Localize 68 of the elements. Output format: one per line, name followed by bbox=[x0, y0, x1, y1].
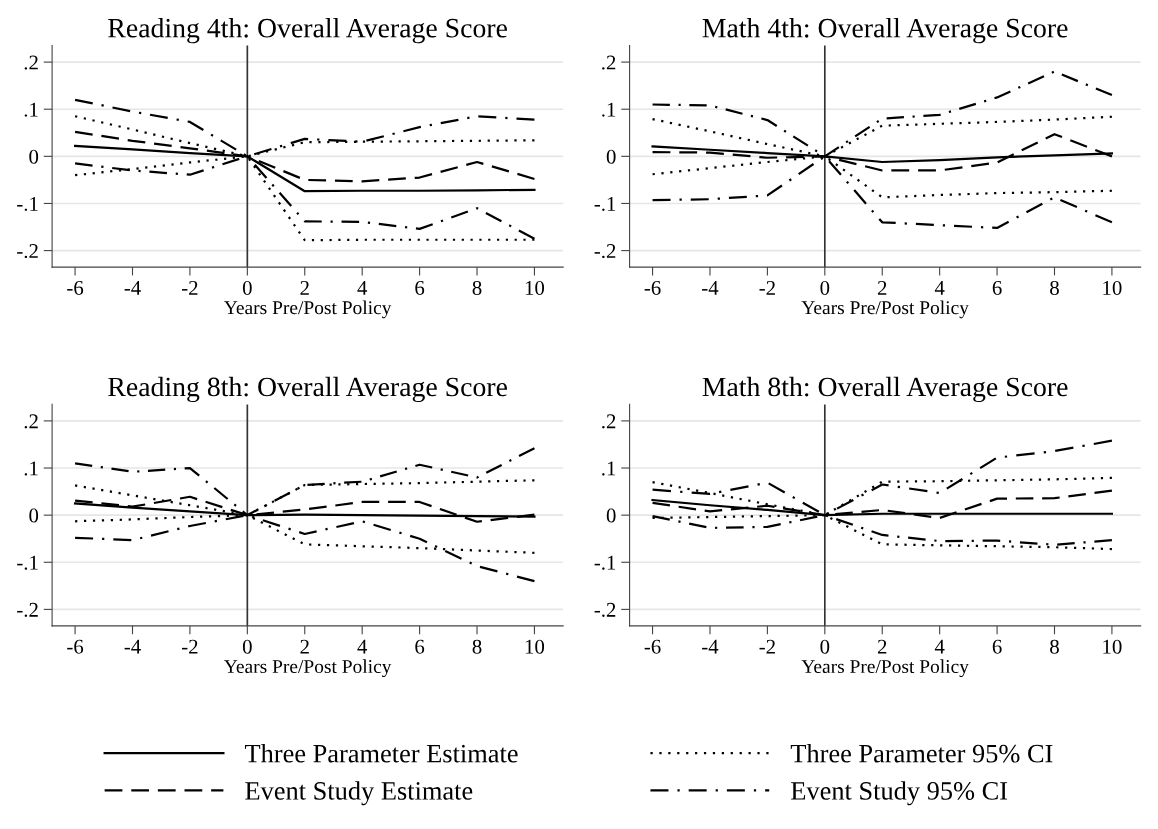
x-tick-label: -4 bbox=[124, 281, 141, 295]
x-tick-label: 6 bbox=[992, 280, 1002, 295]
y-tick-label: -.1 bbox=[17, 555, 38, 570]
x-tick-label: 10 bbox=[1103, 639, 1122, 654]
x-tick-label: 8 bbox=[472, 280, 482, 295]
chart-title: Reading 4th: Overall Average Score bbox=[108, 17, 507, 44]
x-tick-label: -4 bbox=[702, 281, 719, 295]
x-axis-title: Years Pre/Post Policy bbox=[801, 659, 969, 678]
x-tick-label: 8 bbox=[1050, 280, 1059, 295]
x-tick-label: 2 bbox=[877, 280, 887, 295]
y-tick-label: .2 bbox=[602, 55, 616, 70]
y-tick-label: -.1 bbox=[594, 196, 616, 211]
y-tick-label: .1 bbox=[24, 102, 38, 117]
x-tick-label: 4 bbox=[357, 639, 368, 654]
x-tick-label: 6 bbox=[415, 280, 425, 295]
chart-title: Math 4th: Overall Average Score bbox=[702, 17, 1068, 44]
x-tick-label: -6 bbox=[644, 639, 661, 654]
y-tick-label: -.1 bbox=[17, 196, 38, 211]
x-tick-label: -6 bbox=[644, 280, 661, 295]
y-tick-label: -.2 bbox=[17, 244, 38, 259]
y-tick-label: -.2 bbox=[594, 602, 616, 617]
legend-label: Three Parameter 95% CI bbox=[790, 743, 1053, 763]
x-tick-label: 8 bbox=[1050, 639, 1059, 654]
chart-title: Reading 8th: Overall Average Score bbox=[108, 376, 507, 403]
y-tick-label: .1 bbox=[602, 461, 616, 476]
x-tick-label: 10 bbox=[525, 280, 545, 295]
legend-label: Three Parameter Estimate bbox=[244, 743, 518, 763]
x-axis-title: Years Pre/Post Policy bbox=[224, 659, 392, 678]
x-tick-label: -6 bbox=[67, 280, 84, 295]
x-tick-label: 8 bbox=[472, 639, 482, 654]
y-tick-label: 0 bbox=[29, 149, 39, 164]
y-tick-label: .2 bbox=[602, 414, 616, 429]
x-tick-label: 4 bbox=[934, 281, 945, 295]
x-tick-label: 4 bbox=[934, 639, 945, 654]
x-tick-label: 0 bbox=[242, 639, 252, 654]
x-tick-label: 0 bbox=[242, 280, 252, 295]
y-tick-label: 0 bbox=[606, 149, 616, 164]
x-tick-label: 2 bbox=[300, 280, 309, 295]
y-tick-label: -.2 bbox=[594, 244, 616, 259]
y-tick-label: .1 bbox=[24, 461, 38, 476]
x-tick-label: -2 bbox=[182, 280, 198, 295]
y-tick-label: -.1 bbox=[594, 555, 616, 570]
x-tick-label: 10 bbox=[525, 639, 545, 654]
y-tick-label: 0 bbox=[606, 508, 616, 523]
legend-label: Event Study Estimate bbox=[245, 781, 473, 806]
x-tick-label: -6 bbox=[67, 639, 84, 654]
y-tick-label: -.2 bbox=[17, 602, 38, 617]
x-tick-label: -2 bbox=[759, 639, 775, 654]
x-axis-title: Years Pre/Post Policy bbox=[224, 300, 392, 319]
x-tick-label: 10 bbox=[1103, 280, 1122, 295]
x-axis-title: Years Pre/Post Policy bbox=[801, 300, 969, 319]
y-tick-label: .2 bbox=[24, 414, 38, 429]
x-tick-label: 0 bbox=[820, 280, 830, 295]
y-tick-label: .2 bbox=[24, 55, 38, 70]
x-tick-label: -2 bbox=[759, 280, 775, 295]
y-tick-label: .1 bbox=[602, 102, 616, 117]
x-tick-label: 6 bbox=[415, 639, 425, 654]
x-tick-label: 6 bbox=[992, 639, 1002, 654]
x-tick-label: -4 bbox=[124, 639, 141, 654]
legend-label: Event Study 95% CI bbox=[791, 781, 1008, 806]
x-tick-label: 2 bbox=[877, 639, 887, 654]
x-tick-label: -2 bbox=[182, 639, 198, 654]
x-tick-label: 2 bbox=[300, 639, 309, 654]
x-tick-label: 4 bbox=[357, 281, 368, 295]
chart-title: Math 8th: Overall Average Score bbox=[702, 376, 1068, 403]
x-tick-label: 0 bbox=[820, 639, 830, 654]
y-tick-label: 0 bbox=[29, 508, 39, 523]
x-tick-label: -4 bbox=[702, 639, 719, 654]
